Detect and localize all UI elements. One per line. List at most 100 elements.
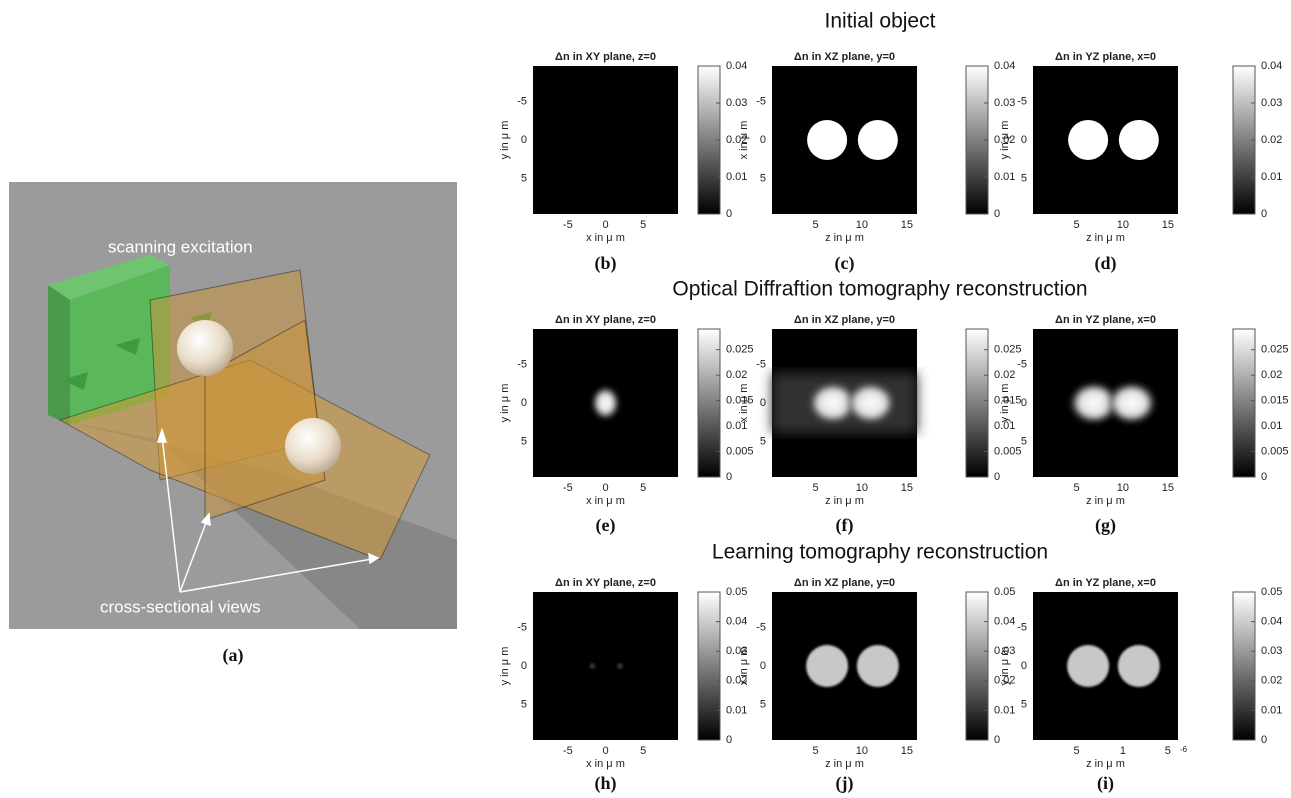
y-tick-label: 0 (1021, 134, 1027, 146)
y-axis-label: x in μ m (738, 121, 750, 160)
object (1118, 645, 1160, 687)
scene-label: cross-sectional views (100, 597, 261, 616)
panel-title: Δn in YZ plane, x=0 (1055, 577, 1156, 589)
colorbar-tick-label: 0.05 (1261, 586, 1282, 598)
y-tick-label: 0 (521, 660, 527, 672)
colorbar-tick-label: 0 (726, 734, 732, 746)
y-tick-label: 0 (521, 134, 527, 146)
colorbar (698, 592, 720, 740)
x-tick-label: 10 (856, 745, 868, 757)
colorbar-tick-label: 0.02 (726, 369, 747, 381)
colorbar-tick-label: 0 (726, 208, 732, 220)
caption: (i) (1097, 773, 1114, 794)
y-axis-label: y in μ m (499, 121, 511, 160)
colorbar-tick-label: 0.03 (994, 97, 1015, 109)
row-title: Initial object (825, 10, 936, 33)
colorbar-tick-label: 0.04 (726, 616, 747, 628)
x-tick-label: 15 (901, 745, 913, 757)
colorbar-tick-label: 0.01 (1261, 171, 1282, 183)
colorbar-tick-label: 0.01 (726, 704, 747, 716)
colorbar-tick-label: 0.025 (726, 344, 754, 356)
scene-label: scanning excitation (108, 237, 253, 256)
colorbar-tick-label: 0 (726, 471, 732, 483)
caption: (j) (836, 773, 854, 794)
colorbar-tick-label: 0 (1261, 208, 1267, 220)
y-axis-label: y in μ m (499, 384, 511, 423)
x-tick-label: 15 (901, 482, 913, 494)
y-tick-label: -5 (1017, 358, 1027, 370)
x-tick-label: 5 (1165, 745, 1171, 757)
colorbar-tick-label: 0.005 (994, 445, 1022, 457)
panel-title: Δn in XY plane, z=0 (555, 314, 656, 326)
colorbar-tick-label: 0 (994, 471, 1000, 483)
x-axis-label: z in μ m (825, 232, 864, 244)
y-tick-label: 5 (760, 172, 766, 184)
colorbar-tick-label: 0.03 (1261, 97, 1282, 109)
y-tick-label: 5 (1021, 435, 1027, 447)
colorbar-tick-label: 0.015 (1261, 395, 1289, 407)
blob (592, 386, 620, 420)
y-tick-label: -5 (1017, 95, 1027, 107)
colorbar-tick-label: 0.04 (1261, 616, 1282, 628)
colorbar-tick-label: 0 (994, 734, 1000, 746)
y-tick-label: 5 (760, 698, 766, 710)
x-tick-label: 10 (856, 482, 868, 494)
y-tick-label: -5 (756, 358, 766, 370)
x-tick-label: 1 (1120, 745, 1126, 757)
x-tick-label: -5 (563, 219, 573, 231)
x-axis-label: z in μ m (1086, 495, 1125, 507)
colorbar (966, 592, 988, 740)
blob (1106, 381, 1158, 425)
y-tick-label: 0 (760, 134, 766, 146)
y-axis-label: y in μ m (999, 647, 1011, 686)
y-tick-label: 5 (1021, 698, 1027, 710)
colorbar-tick-label: 0.01 (994, 704, 1015, 716)
caption: (d) (1095, 253, 1117, 274)
object (1067, 645, 1109, 687)
x-axis-label: z in μ m (1086, 232, 1125, 244)
y-tick-label: -5 (756, 621, 766, 633)
row-title: Optical Diffraftion tomography reconstru… (672, 278, 1087, 301)
figure: scanning excitation cross-sectional view… (0, 0, 1291, 798)
object (1119, 120, 1159, 160)
colorbar-tick-label: 0.03 (726, 97, 747, 109)
caption: (a) (223, 645, 244, 666)
offset-label: -6 (1180, 745, 1188, 754)
y-tick-label: -5 (517, 621, 527, 633)
colorbar (698, 329, 720, 477)
colorbar-tick-label: 0.025 (1261, 344, 1289, 356)
colorbar-tick-label: 0.025 (994, 344, 1022, 356)
colorbar-tick-label: 0 (1261, 471, 1267, 483)
colorbar-tick-label: 0 (994, 208, 1000, 220)
colorbar-tick-label: 0.005 (1261, 445, 1289, 457)
x-axis-label: z in μ m (825, 758, 864, 770)
x-tick-label: 0 (602, 219, 608, 231)
blob (617, 663, 623, 669)
image (533, 66, 678, 214)
y-tick-label: 5 (521, 172, 527, 184)
x-tick-label: 5 (640, 745, 646, 757)
x-tick-label: 10 (856, 219, 868, 231)
y-tick-label: 5 (1021, 172, 1027, 184)
y-tick-label: 0 (521, 397, 527, 409)
colorbar-tick-label: 0.02 (1261, 675, 1282, 687)
colorbar-tick-label: 0.04 (726, 60, 747, 72)
colorbar-tick-label: 0.01 (1261, 704, 1282, 716)
colorbar-tick-label: 0.02 (1261, 134, 1282, 146)
panel-title: Δn in XY plane, z=0 (555, 51, 656, 63)
x-tick-label: 10 (1117, 219, 1129, 231)
x-axis-label: x in μ m (586, 232, 625, 244)
y-axis-label: y in μ m (499, 647, 511, 686)
panel-title: Δn in XZ plane, y=0 (794, 577, 895, 589)
image-content (772, 373, 917, 433)
caption: (g) (1095, 515, 1116, 536)
y-tick-label: -5 (517, 358, 527, 370)
colorbar-tick-label: 0.04 (1261, 60, 1282, 72)
y-tick-label: 0 (1021, 660, 1027, 672)
y-axis-label: y in μ m (999, 121, 1011, 160)
y-axis-label: y in μ m (999, 384, 1011, 423)
caption: (e) (596, 515, 616, 536)
y-tick-label: -5 (517, 95, 527, 107)
colorbar-tick-label: 0.04 (994, 616, 1015, 628)
y-tick-label: 5 (521, 435, 527, 447)
